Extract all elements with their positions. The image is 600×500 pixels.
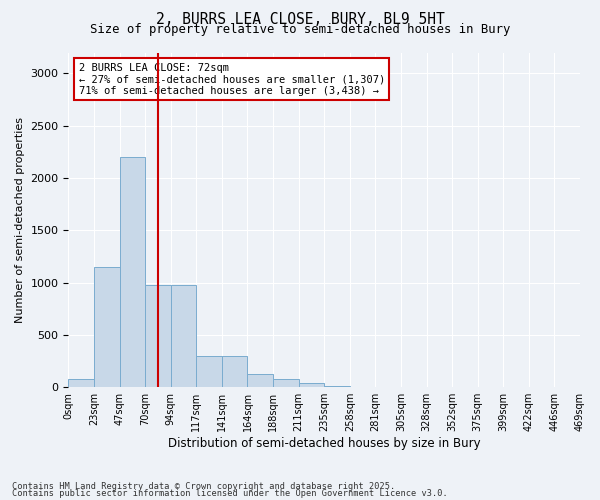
Text: 2, BURRS LEA CLOSE, BURY, BL9 5HT: 2, BURRS LEA CLOSE, BURY, BL9 5HT xyxy=(155,12,445,26)
Text: Contains public sector information licensed under the Open Government Licence v3: Contains public sector information licen… xyxy=(12,489,448,498)
Bar xyxy=(196,356,222,387)
Text: Contains HM Land Registry data © Crown copyright and database right 2025.: Contains HM Land Registry data © Crown c… xyxy=(12,482,395,491)
Bar xyxy=(171,285,196,387)
Bar xyxy=(94,267,119,387)
Text: Size of property relative to semi-detached houses in Bury: Size of property relative to semi-detach… xyxy=(90,22,510,36)
Bar xyxy=(222,356,247,387)
Bar xyxy=(299,383,324,387)
Bar xyxy=(247,374,273,387)
Bar xyxy=(273,380,299,387)
Bar xyxy=(68,380,94,387)
Bar xyxy=(350,386,376,387)
X-axis label: Distribution of semi-detached houses by size in Bury: Distribution of semi-detached houses by … xyxy=(168,437,481,450)
Text: 2 BURRS LEA CLOSE: 72sqm
← 27% of semi-detached houses are smaller (1,307)
71% o: 2 BURRS LEA CLOSE: 72sqm ← 27% of semi-d… xyxy=(79,62,385,96)
Bar xyxy=(145,285,171,387)
Bar xyxy=(119,157,145,387)
Bar xyxy=(324,386,350,387)
Y-axis label: Number of semi-detached properties: Number of semi-detached properties xyxy=(15,117,25,323)
